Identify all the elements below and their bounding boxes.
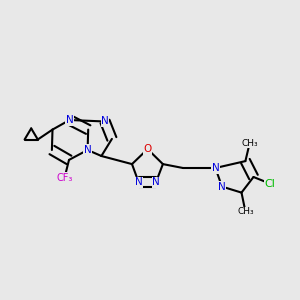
Text: N: N [212,163,219,173]
Text: N: N [101,116,109,127]
Text: CH₃: CH₃ [237,207,254,216]
Text: CH₃: CH₃ [241,139,258,148]
Text: N: N [84,145,92,155]
Text: N: N [135,177,142,187]
Text: O: O [143,144,152,154]
Text: CF₃: CF₃ [56,173,73,183]
Text: N: N [152,177,160,187]
Text: Cl: Cl [265,178,275,189]
Text: N: N [218,182,226,192]
Text: N: N [66,115,74,125]
